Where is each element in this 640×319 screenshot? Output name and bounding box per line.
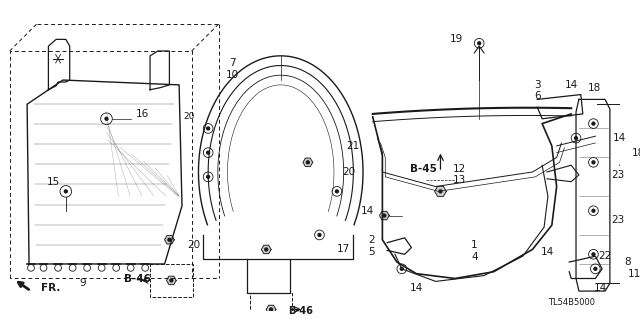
Text: 23: 23: [611, 170, 624, 180]
Circle shape: [207, 151, 209, 154]
Text: 4: 4: [471, 252, 477, 262]
Text: 10: 10: [226, 70, 239, 80]
Text: 17: 17: [337, 244, 350, 255]
Text: 23: 23: [611, 215, 624, 226]
Text: B-46: B-46: [124, 274, 151, 285]
Text: 14: 14: [361, 206, 374, 216]
Circle shape: [383, 214, 386, 217]
Text: 7: 7: [229, 58, 236, 68]
Text: 11: 11: [627, 269, 640, 279]
Polygon shape: [166, 276, 176, 285]
Circle shape: [207, 127, 209, 130]
Circle shape: [335, 190, 339, 193]
Polygon shape: [266, 305, 276, 314]
Circle shape: [168, 238, 171, 241]
Circle shape: [592, 209, 595, 212]
Circle shape: [318, 234, 321, 236]
Text: 20: 20: [183, 112, 195, 121]
Text: 13: 13: [453, 175, 467, 185]
Circle shape: [592, 253, 595, 256]
Circle shape: [269, 308, 273, 311]
Text: 5: 5: [369, 247, 375, 257]
Text: 12: 12: [453, 164, 467, 174]
Text: 14: 14: [564, 80, 578, 90]
Circle shape: [400, 267, 403, 270]
Circle shape: [307, 161, 309, 164]
Text: 22: 22: [598, 251, 612, 261]
Text: 8: 8: [624, 257, 630, 267]
FancyBboxPatch shape: [150, 264, 193, 297]
Text: 21: 21: [347, 141, 360, 151]
Text: 3: 3: [534, 80, 541, 90]
Circle shape: [170, 279, 173, 282]
Circle shape: [592, 161, 595, 164]
Text: 18: 18: [588, 83, 601, 93]
Text: B-45: B-45: [410, 164, 436, 174]
Polygon shape: [380, 211, 389, 220]
Text: 15: 15: [47, 177, 60, 187]
Text: 20: 20: [187, 240, 200, 249]
Polygon shape: [261, 245, 271, 254]
Circle shape: [439, 190, 442, 193]
Text: 2: 2: [369, 235, 375, 245]
Text: 1: 1: [471, 240, 477, 249]
Text: 14: 14: [410, 283, 423, 293]
Circle shape: [105, 117, 108, 120]
Text: 6: 6: [534, 92, 541, 101]
Circle shape: [592, 122, 595, 125]
Circle shape: [207, 175, 209, 178]
Text: FR.: FR.: [41, 283, 60, 293]
Text: 9: 9: [79, 278, 86, 288]
Text: 19: 19: [451, 34, 463, 44]
Circle shape: [575, 137, 577, 140]
Circle shape: [265, 248, 268, 251]
Circle shape: [594, 267, 597, 270]
Circle shape: [477, 42, 481, 45]
Text: 14: 14: [613, 133, 626, 143]
Polygon shape: [164, 235, 174, 244]
FancyBboxPatch shape: [250, 293, 292, 319]
Text: 14: 14: [540, 247, 554, 257]
Text: 20: 20: [342, 167, 355, 177]
Text: 14: 14: [593, 283, 607, 293]
Text: TL54B5000: TL54B5000: [548, 298, 595, 307]
Polygon shape: [435, 186, 446, 197]
Circle shape: [65, 190, 67, 193]
Text: 16: 16: [136, 109, 149, 119]
Polygon shape: [303, 158, 313, 167]
Text: 18: 18: [632, 148, 640, 158]
Text: B-46: B-46: [287, 307, 312, 316]
